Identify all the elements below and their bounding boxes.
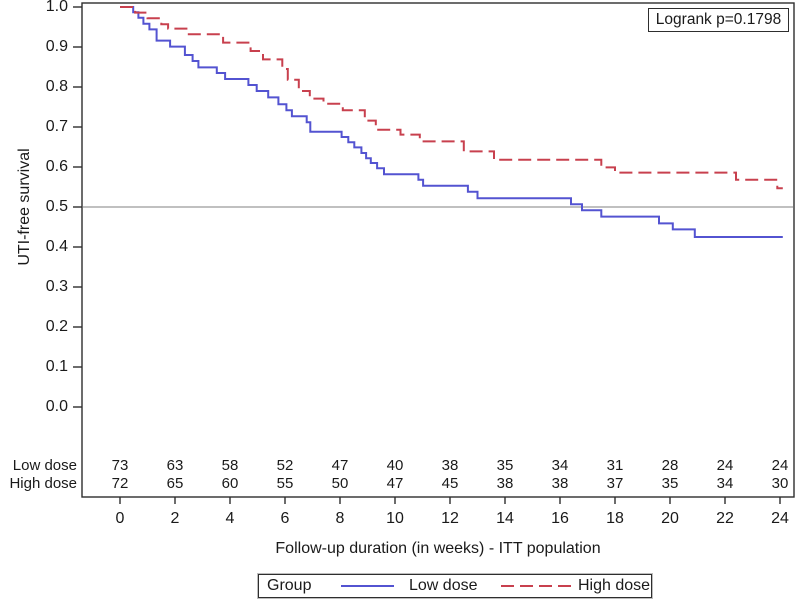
risk-count: 31 [606,457,624,474]
x-tick-label: 22 [716,510,734,527]
x-tick-label: 6 [280,510,290,527]
x-tick-label: 10 [386,510,404,527]
risk-count: 38 [551,475,569,492]
risk-count: 65 [166,475,184,492]
x-tick-label: 0 [115,510,125,527]
y-tick-label: 0.8 [45,78,68,95]
risk-row-label: Low dose [12,457,77,474]
legend-title: Group [267,577,312,594]
risk-row-label: High dose [9,475,77,492]
risk-count: 35 [661,475,679,492]
legend-low-dose-line-swatch [341,585,394,587]
y-tick-label: 0.3 [45,278,68,295]
x-tick-label: 14 [496,510,514,527]
risk-count: 58 [221,457,239,474]
survival-curve-high-dose [120,6,783,190]
y-tick-label: 0.4 [45,238,68,255]
x-tick-label: 12 [441,510,459,527]
risk-count: 35 [496,457,514,474]
risk-count: 52 [276,457,294,474]
x-tick-label: 2 [170,510,180,527]
y-tick-label: 1.0 [45,0,68,15]
x-tick-label: 20 [661,510,679,527]
risk-count: 30 [771,475,789,492]
risk-count: 38 [496,475,514,492]
x-tick-label: 18 [606,510,624,527]
plot-frame [81,2,795,498]
x-tick-label: 4 [225,510,235,527]
risk-count: 38 [441,457,459,474]
x-tick-label: 8 [335,510,345,527]
risk-count: 40 [386,457,404,474]
risk-count: 73 [111,457,129,474]
risk-count: 60 [221,475,239,492]
logrank-pvalue-box: Logrank p=0.1798 [648,8,789,32]
risk-count: 50 [331,475,349,492]
legend-high-dose-line-swatch [501,585,574,587]
risk-count: 72 [111,475,129,492]
risk-count: 24 [716,457,734,474]
risk-count: 55 [276,475,294,492]
y-tick-label: 0.7 [45,118,68,135]
risk-count: 63 [166,457,184,474]
x-tick-label: 24 [771,510,789,527]
risk-count: 34 [551,457,569,474]
y-tick-label: 0.6 [45,158,68,175]
x-tick-label: 16 [551,510,569,527]
y-tick-label: 0.1 [45,358,68,375]
risk-count: 47 [386,475,404,492]
legend-low-dose-label: Low dose [409,577,478,594]
risk-count: 45 [441,475,459,492]
legend-box: Group Low dose High dose [257,573,653,599]
risk-count: 37 [606,475,624,492]
x-axis-title: Follow-up duration (in weeks) - ITT popu… [275,540,601,557]
legend-high-dose-label: High dose [578,577,651,594]
y-tick-label: 0.9 [45,38,68,55]
y-tick-label: 0.5 [45,198,68,215]
risk-count: 24 [771,457,789,474]
risk-count: 47 [331,457,349,474]
y-tick-label: 0.0 [45,398,68,415]
risk-count: 34 [716,475,734,492]
y-tick-label: 0.2 [45,318,68,335]
logrank-pvalue-text: Logrank p=0.1798 [655,11,782,28]
risk-count: 28 [661,457,679,474]
survival-curve-low-dose [120,6,783,238]
